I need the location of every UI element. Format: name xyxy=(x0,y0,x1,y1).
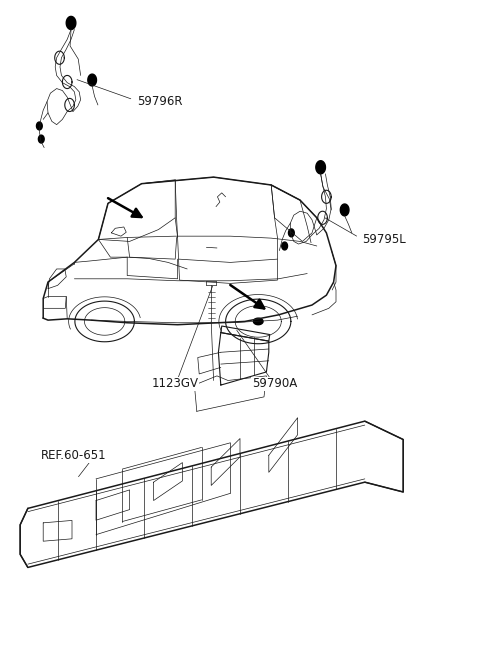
Polygon shape xyxy=(66,16,76,30)
Text: 59796R: 59796R xyxy=(137,95,182,108)
Polygon shape xyxy=(253,318,263,325)
Polygon shape xyxy=(36,122,42,130)
Text: REF.60-651: REF.60-651 xyxy=(41,449,107,462)
Polygon shape xyxy=(288,229,294,237)
Text: 1123GV: 1123GV xyxy=(151,377,198,390)
Polygon shape xyxy=(88,74,96,86)
Text: 59795L: 59795L xyxy=(362,233,406,246)
Polygon shape xyxy=(38,135,44,143)
Polygon shape xyxy=(340,204,349,216)
Text: 59790A: 59790A xyxy=(252,377,297,390)
Polygon shape xyxy=(316,161,325,174)
Polygon shape xyxy=(282,242,288,250)
